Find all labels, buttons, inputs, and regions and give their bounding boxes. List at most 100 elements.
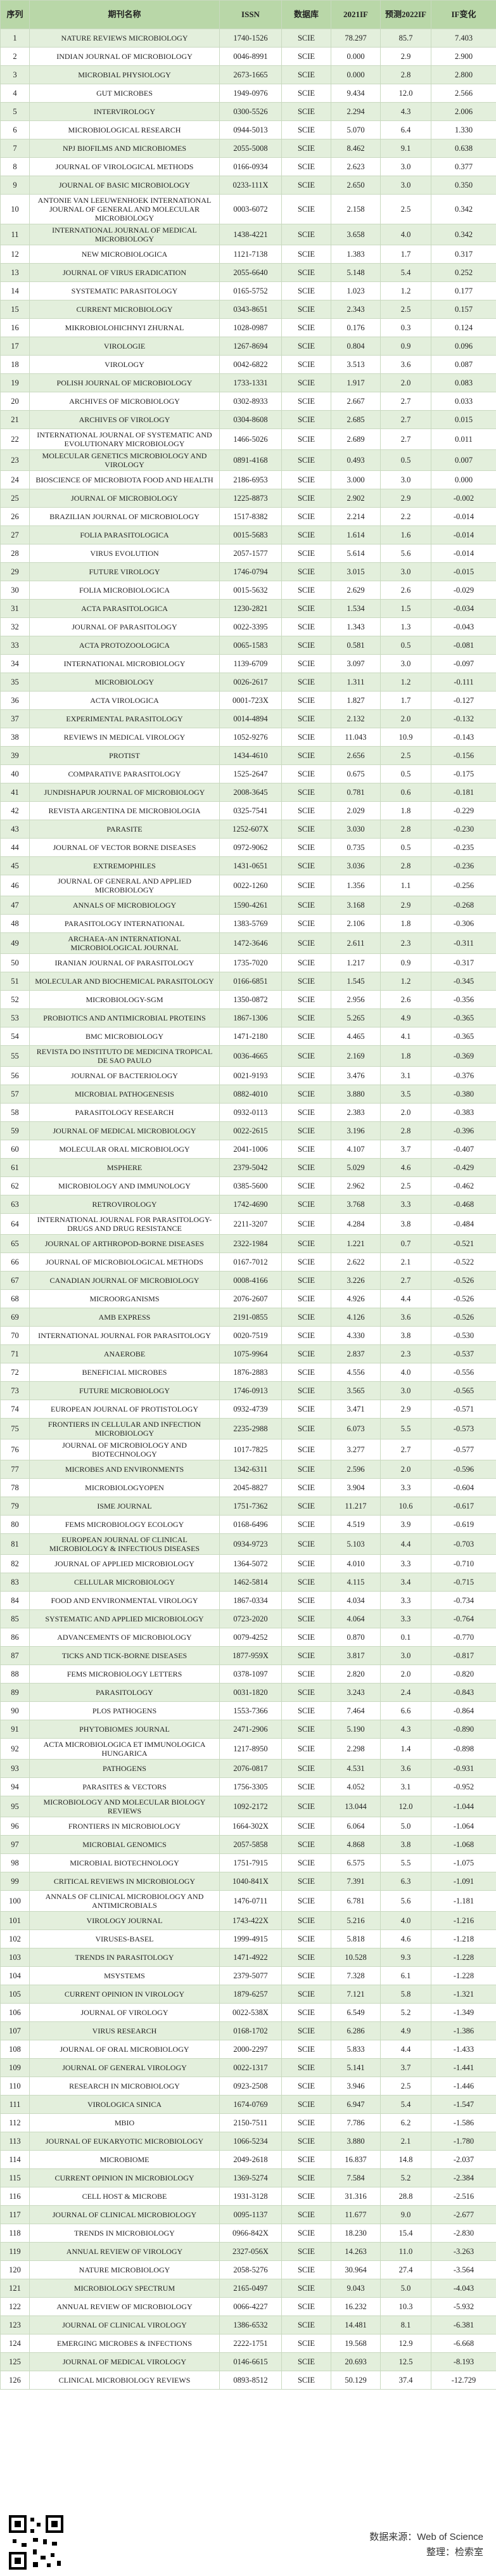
table-row: 39 PROTIST 1434-4610 SCIE 2.656 2.5 -0.156 (0, 746, 496, 765)
if-2021: 3.817 (331, 1646, 381, 1665)
if-2022-predicted: 0.1 (380, 1628, 431, 1647)
if-change: -0.268 (431, 896, 496, 915)
issn: 0026-2617 (219, 673, 282, 692)
if-2021: 13.044 (331, 1796, 381, 1817)
if-2021: 3.658 (331, 224, 381, 245)
issn: 2235-2988 (219, 1418, 282, 1439)
issn: 1471-4922 (219, 1948, 282, 1967)
table-row: 5 INTERVIROLOGY 0300-5526 SCIE 2.294 4.3 2.006 (0, 102, 496, 121)
if-change: -0.526 (431, 1271, 496, 1290)
database: SCIE (281, 525, 331, 544)
database: SCIE (281, 1176, 331, 1195)
table-row: 14 SYSTEMATIC PARASITOLOGY 0165-5752 SCIE 1.… (0, 281, 496, 300)
if-2021: 2.656 (331, 746, 381, 765)
row-index: 11 (0, 224, 30, 245)
database: SCIE (281, 1720, 331, 1739)
if-change: -0.521 (431, 1234, 496, 1253)
journal-name: INTERNATIONAL JOURNAL FOR PARASITOLOGY-D… (29, 1213, 220, 1235)
if-2022-predicted: 2.7 (380, 410, 431, 429)
issn: 2055-5008 (219, 139, 282, 158)
journal-name: NPJ BIOFILMS AND MICROBIOMES (29, 139, 220, 158)
row-index: 56 (0, 1066, 30, 1085)
table-row: 9 JOURNAL OF BASIC MICROBIOLOGY 0233-111X S… (0, 176, 496, 195)
if-change: -0.462 (431, 1176, 496, 1195)
if-2021: 8.462 (331, 139, 381, 158)
if-2021: 5.103 (331, 1533, 381, 1555)
journal-name: REVISTA DO INSTITUTO DE MEDICINA TROPICA… (29, 1045, 220, 1067)
row-index: 37 (0, 709, 30, 728)
if-2022-predicted: 3.3 (380, 1478, 431, 1497)
table-row: 118 TRENDS IN MICROBIOLOGY 0966-842X SCIE 18… (0, 2224, 496, 2243)
if-2022-predicted: 3.8 (380, 1326, 431, 1345)
database: SCIE (281, 1381, 331, 1400)
row-index: 123 (0, 2315, 30, 2334)
if-change: -0.034 (431, 599, 496, 618)
table-row: 126 CLINICAL MICROBIOLOGY REVIEWS 0893-851… (0, 2371, 496, 2390)
table-row: 104 MSYSTEMS 2379-5077 SCIE 7.328 6.1 -1.228 (0, 1966, 496, 1985)
if-2021: 2.106 (331, 914, 381, 933)
if-2021: 5.190 (331, 1720, 381, 1739)
if-change: -0.356 (431, 990, 496, 1009)
issn: 2055-6640 (219, 263, 282, 282)
journal-name: PARASITOLOGY (29, 1683, 220, 1702)
issn: 0304-8608 (219, 410, 282, 429)
if-2022-predicted: 1.8 (380, 1045, 431, 1067)
journal-name: INTERNATIONAL JOURNAL FOR PARASITOLOGY (29, 1326, 220, 1345)
journal-name: MSPHERE (29, 1158, 220, 1177)
database: SCIE (281, 2297, 331, 2316)
if-2021: 3.168 (331, 896, 381, 915)
issn: 1462-5814 (219, 1573, 282, 1592)
database: SCIE (281, 1817, 331, 1836)
table-row: 88 FEMS MICROBIOLOGY LETTERS 0378-1097 SCIE… (0, 1665, 496, 1684)
database: SCIE (281, 2168, 331, 2187)
if-change: -0.365 (431, 1027, 496, 1046)
if-change: -0.407 (431, 1140, 496, 1159)
if-change: -0.571 (431, 1400, 496, 1419)
if-change: -0.311 (431, 932, 496, 954)
journal-name: PATHOGENS (29, 1759, 220, 1778)
issn: 0723-2020 (219, 1609, 282, 1628)
if-2021: 4.868 (331, 1835, 381, 1854)
row-index: 20 (0, 392, 30, 411)
if-2021: 6.947 (331, 2095, 381, 2114)
database: SCIE (281, 281, 331, 300)
issn: 1386-6532 (219, 2315, 282, 2334)
table-row: 48 PARASITOLOGY INTERNATIONAL 1383-5769 SCI… (0, 914, 496, 933)
if-2022-predicted: 2.3 (380, 1344, 431, 1363)
database: SCIE (281, 728, 331, 747)
if-2021: 2.132 (331, 709, 381, 728)
table-row: 21 ARCHIVES OF VIROLOGY 0304-8608 SCIE 2.685… (0, 410, 496, 429)
table-row: 81 EUROPEAN JOURNAL OF CLINICAL MICROBIOL… (0, 1533, 496, 1555)
if-2021: 3.226 (331, 1271, 381, 1290)
if-2021: 6.286 (331, 2021, 381, 2040)
database: SCIE (281, 856, 331, 875)
if-2022-predicted: 5.2 (380, 2003, 431, 2022)
if-change: -1.441 (431, 2058, 496, 2077)
database: SCIE (281, 1213, 331, 1235)
database: SCIE (281, 2150, 331, 2169)
issn: 1949-0976 (219, 84, 282, 103)
journal-name: MICROBIOLOGY-SGM (29, 990, 220, 1009)
row-index: 34 (0, 654, 30, 673)
table-row: 57 MICROBIAL PATHOGENESIS 0882-4010 SCIE 3.8… (0, 1085, 496, 1104)
row-index: 98 (0, 1853, 30, 1872)
journal-name: JOURNAL OF MEDICAL VIROLOGY (29, 2352, 220, 2371)
if-change: -0.014 (431, 544, 496, 563)
if-2022-predicted: 27.4 (380, 2260, 431, 2279)
row-index: 107 (0, 2021, 30, 2040)
if-2021: 4.052 (331, 1777, 381, 1796)
table-row: 26 BRAZILIAN JOURNAL OF MICROBIOLOGY 1517-… (0, 507, 496, 526)
if-change: -0.468 (431, 1195, 496, 1214)
row-index: 118 (0, 2224, 30, 2243)
issn: 1383-5769 (219, 914, 282, 933)
issn: 2191-0855 (219, 1308, 282, 1327)
if-2021: 10.528 (331, 1948, 381, 1967)
table-row: 51 MOLECULAR AND BIOCHEMICAL PARASITOLOGY… (0, 972, 496, 991)
if-2021: 0.781 (331, 783, 381, 802)
row-index: 82 (0, 1554, 30, 1573)
row-index: 99 (0, 1872, 30, 1891)
if-2022-predicted: 1.6 (380, 525, 431, 544)
issn: 0378-1097 (219, 1665, 282, 1684)
table-row: 3 MICROBIAL PHYSIOLOGY 2673-1665 SCIE 0.000 2… (0, 65, 496, 84)
if-2022-predicted: 4.4 (380, 1289, 431, 1308)
